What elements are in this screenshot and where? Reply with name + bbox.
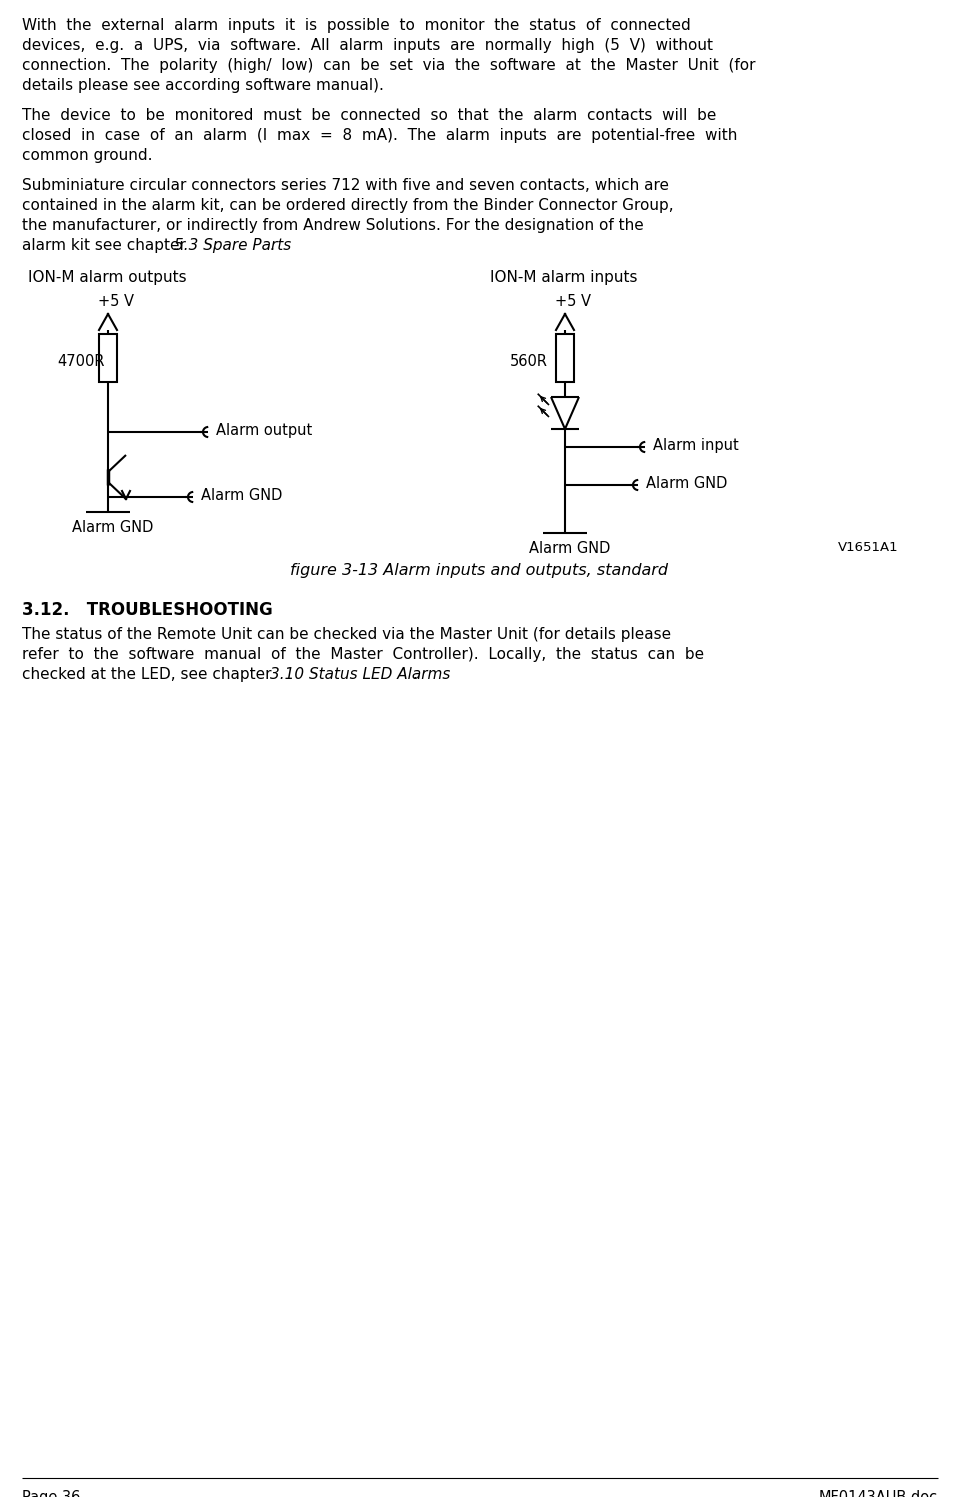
- Text: +5 V: +5 V: [555, 293, 591, 308]
- Text: The status of the Remote Unit can be checked via the Master Unit (for details pl: The status of the Remote Unit can be che…: [22, 627, 672, 642]
- Text: MF0143AUB.doc: MF0143AUB.doc: [819, 1490, 938, 1497]
- Text: Alarm GND: Alarm GND: [529, 540, 610, 555]
- Text: With  the  external  alarm  inputs  it  is  possible  to  monitor  the  status  : With the external alarm inputs it is pos…: [22, 18, 691, 33]
- Text: Page 36: Page 36: [22, 1490, 80, 1497]
- Text: connection.  The  polarity  (high/  low)  can  be  set  via  the  software  at  : connection. The polarity (high/ low) can…: [22, 58, 756, 73]
- Text: figure 3-13 Alarm inputs and outputs, standard: figure 3-13 Alarm inputs and outputs, st…: [290, 563, 668, 578]
- Text: 560R: 560R: [510, 353, 548, 368]
- Text: contained in the alarm kit, can be ordered directly from the Binder Connector Gr: contained in the alarm kit, can be order…: [22, 198, 673, 213]
- Text: V1651A1: V1651A1: [838, 540, 899, 554]
- Text: Alarm output: Alarm output: [216, 424, 312, 439]
- Text: ION-M alarm outputs: ION-M alarm outputs: [28, 269, 187, 284]
- Text: Alarm GND: Alarm GND: [72, 519, 153, 534]
- Text: ION-M alarm inputs: ION-M alarm inputs: [490, 269, 637, 284]
- Text: common ground.: common ground.: [22, 148, 152, 163]
- Text: +5 V: +5 V: [98, 293, 134, 308]
- Text: alarm kit see chapter: alarm kit see chapter: [22, 238, 191, 253]
- Text: the manufacturer, or indirectly from Andrew Solutions. For the designation of th: the manufacturer, or indirectly from And…: [22, 219, 644, 234]
- Bar: [556, 334, 574, 382]
- Text: devices,  e.g.  a  UPS,  via  software.  All  alarm  inputs  are  normally  high: devices, e.g. a UPS, via software. All a…: [22, 37, 713, 52]
- Text: details please see according software manual).: details please see according software ma…: [22, 78, 384, 93]
- Text: .: .: [269, 238, 274, 253]
- Text: Alarm GND: Alarm GND: [646, 476, 727, 491]
- Text: refer  to  the  software  manual  of  the  Master  Controller).  Locally,  the  : refer to the software manual of the Mast…: [22, 647, 704, 662]
- Text: .: .: [412, 668, 417, 683]
- Text: 5.3 Spare Parts: 5.3 Spare Parts: [174, 238, 291, 253]
- Text: 3.12.   TROUBLESHOOTING: 3.12. TROUBLESHOOTING: [22, 600, 273, 618]
- Text: The  device  to  be  monitored  must  be  connected  so  that  the  alarm  conta: The device to be monitored must be conne…: [22, 108, 717, 123]
- Text: Alarm input: Alarm input: [653, 439, 739, 454]
- Text: Alarm GND: Alarm GND: [201, 488, 283, 503]
- Text: checked at the LED, see chapter: checked at the LED, see chapter: [22, 668, 276, 683]
- Text: Subminiature circular connectors series 712 with five and seven contacts, which : Subminiature circular connectors series …: [22, 178, 669, 193]
- Text: closed  in  case  of  an  alarm  (I  max  =  8  mA).  The  alarm  inputs  are  p: closed in case of an alarm (I max = 8 mA…: [22, 129, 738, 144]
- Text: 3.10 Status LED Alarms: 3.10 Status LED Alarms: [270, 668, 450, 683]
- Bar: [99, 334, 117, 382]
- Text: 4700R: 4700R: [57, 353, 104, 368]
